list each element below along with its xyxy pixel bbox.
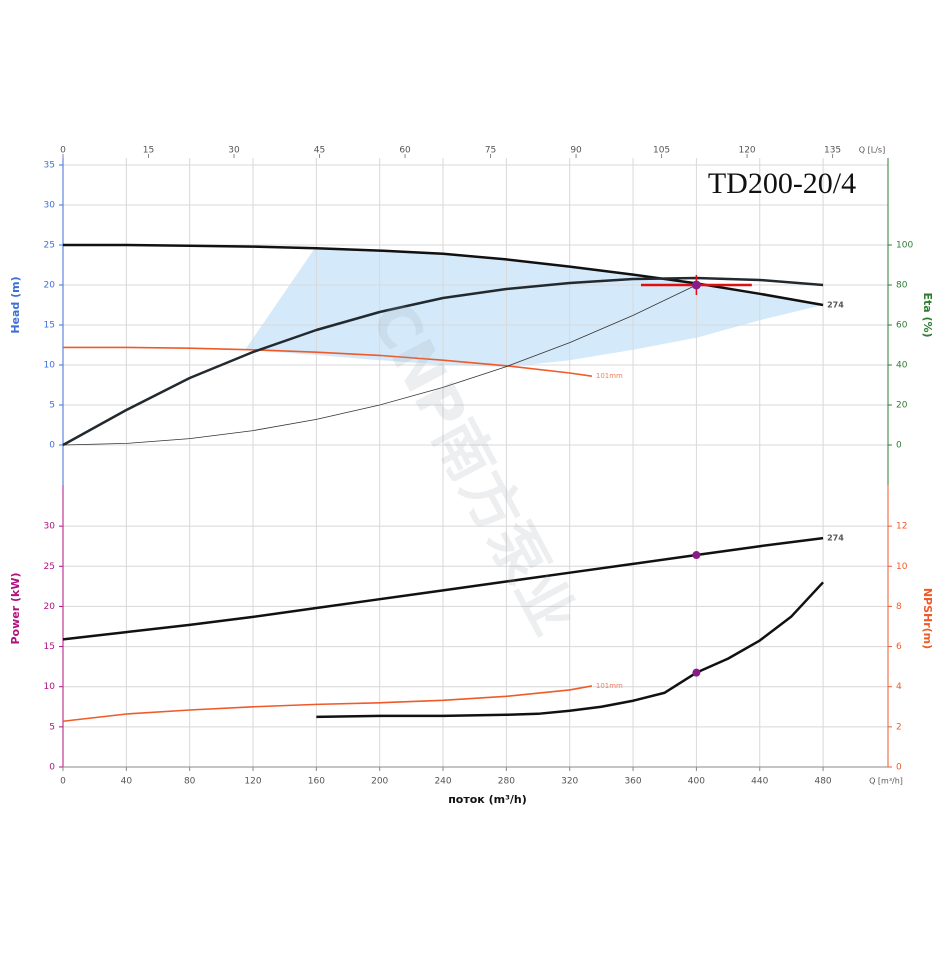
x-tick-label: 80 bbox=[184, 777, 196, 787]
x-tick-label: 360 bbox=[624, 777, 641, 787]
y-tick-label: 30 bbox=[44, 522, 56, 532]
x-tick-label: 160 bbox=[308, 777, 325, 787]
y-tick-label: 0 bbox=[49, 763, 55, 773]
y-tick-label: 0 bbox=[49, 441, 55, 451]
chart-title: TD200-20/4 bbox=[708, 167, 856, 200]
y-tick-label: 15 bbox=[44, 642, 55, 652]
y-axis-title: Head (m) bbox=[9, 276, 22, 333]
curve bbox=[62, 284, 697, 446]
x-tick-label: 440 bbox=[751, 777, 768, 787]
y2-tick-label: 10 bbox=[896, 562, 908, 572]
x2-tick-label: 45 bbox=[314, 146, 325, 156]
y2-tick-label: 40 bbox=[896, 361, 908, 371]
y2-tick-label: 8 bbox=[896, 602, 902, 612]
y-tick-label: 15 bbox=[44, 321, 55, 331]
curve-label: 274 bbox=[827, 301, 844, 310]
x2-tick-label: 135 bbox=[824, 146, 841, 156]
curve bbox=[63, 346, 593, 377]
x2-tick-label: 90 bbox=[570, 146, 582, 156]
x-axis-title: поток (m³/h) bbox=[448, 793, 527, 806]
y2-tick-label: 0 bbox=[896, 763, 902, 773]
curve bbox=[316, 581, 824, 719]
x-tick-label: 480 bbox=[814, 777, 831, 787]
operating-point bbox=[692, 668, 701, 677]
x-tick-label: 280 bbox=[498, 777, 515, 787]
y2-tick-label: 80 bbox=[896, 281, 908, 291]
y2-tick-label: 12 bbox=[896, 522, 907, 532]
y2-tick-label: 100 bbox=[896, 241, 913, 251]
y2-tick-label: 6 bbox=[896, 642, 902, 652]
x2-tick-label: 105 bbox=[653, 146, 670, 156]
curve-label: 101mm bbox=[596, 372, 623, 380]
x-tick-label: 400 bbox=[688, 777, 705, 787]
x-tick-label: 120 bbox=[244, 777, 261, 787]
y-tick-label: 30 bbox=[44, 201, 56, 211]
y-tick-label: 5 bbox=[49, 722, 55, 732]
x2-tick-label: 60 bbox=[399, 146, 411, 156]
x-tick-label: 240 bbox=[434, 777, 451, 787]
curve bbox=[62, 685, 593, 723]
y2-tick-label: 2 bbox=[896, 722, 902, 732]
y2-axis-title: NPSHr(m) bbox=[921, 588, 934, 649]
x2-tick-label: 30 bbox=[228, 146, 240, 156]
y2-axis-title: Eta (%) bbox=[921, 292, 934, 337]
y-tick-label: 20 bbox=[44, 602, 56, 612]
y-tick-label: 5 bbox=[49, 401, 55, 411]
operating-area bbox=[245, 248, 824, 367]
x2-axis-title: Q [L/s] bbox=[859, 146, 885, 155]
x-tick-label: 200 bbox=[371, 777, 388, 787]
y-tick-label: 35 bbox=[44, 161, 55, 171]
duty-point bbox=[691, 280, 701, 290]
x2-tick-label: 0 bbox=[60, 146, 66, 156]
x2-tick-label: 75 bbox=[485, 146, 496, 156]
y-tick-label: 10 bbox=[44, 682, 56, 692]
x-tick-label: 0 bbox=[60, 777, 66, 787]
curve-label: 101mm bbox=[596, 682, 623, 690]
y2-tick-label: 60 bbox=[896, 321, 908, 331]
y2-tick-label: 20 bbox=[896, 401, 908, 411]
y-axis-title: Power (kW) bbox=[9, 573, 22, 645]
y-tick-label: 25 bbox=[44, 241, 55, 251]
x-tick-label: 40 bbox=[121, 777, 133, 787]
y-tick-label: 25 bbox=[44, 562, 55, 572]
operating-point bbox=[692, 551, 701, 560]
y2-tick-label: 4 bbox=[896, 682, 902, 692]
x-unit: Q [m³/h] bbox=[869, 777, 903, 786]
x-tick-label: 320 bbox=[561, 777, 578, 787]
y-tick-label: 20 bbox=[44, 281, 56, 291]
x2-tick-label: 15 bbox=[143, 146, 154, 156]
y-tick-label: 10 bbox=[44, 361, 56, 371]
y2-tick-label: 0 bbox=[896, 441, 902, 451]
curve-label: 274 bbox=[827, 534, 844, 543]
x2-tick-label: 120 bbox=[738, 146, 755, 156]
